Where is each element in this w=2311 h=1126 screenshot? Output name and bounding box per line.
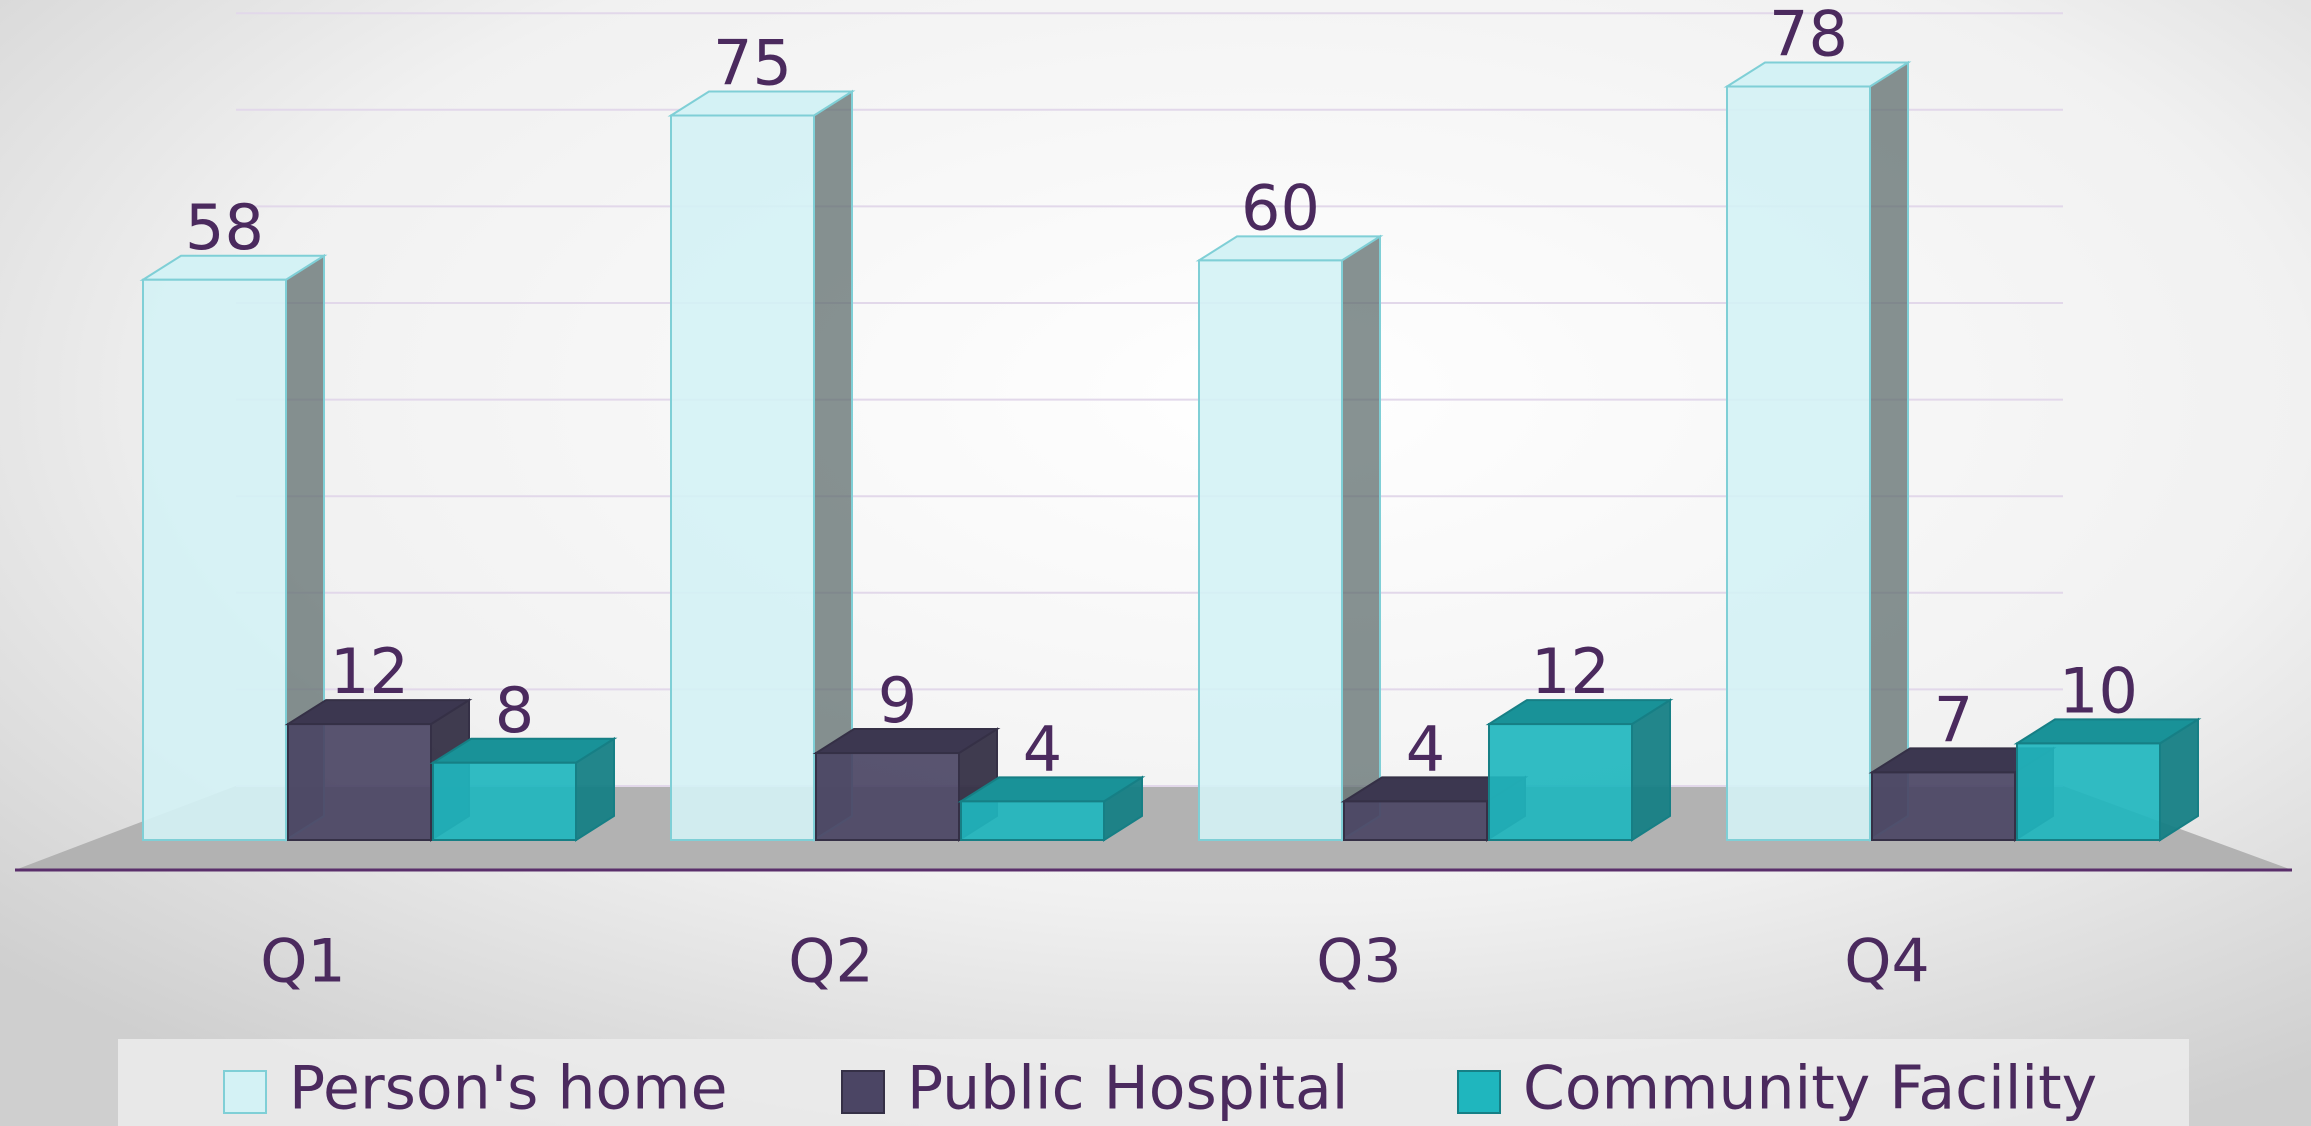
bar <box>957 775 1146 842</box>
bar <box>2013 717 2202 842</box>
bar-side <box>813 89 853 842</box>
data-label: 78 <box>1769 0 1848 71</box>
legend-swatch <box>841 1070 885 1114</box>
data-label: 60 <box>1241 171 1320 244</box>
legend-swatch <box>1457 1070 1501 1114</box>
bar-front <box>1726 85 1871 841</box>
data-label: 10 <box>2059 654 2138 727</box>
data-label: 12 <box>330 635 409 708</box>
x-tick-label: Q3 <box>1316 927 1401 997</box>
bar-side <box>1341 234 1381 842</box>
data-label: 9 <box>878 664 917 737</box>
bar-front <box>1488 723 1633 842</box>
data-label: 4 <box>1023 712 1062 785</box>
bar <box>139 253 328 842</box>
legend-swatch <box>223 1070 267 1114</box>
data-label: 58 <box>185 191 264 264</box>
data-label: 7 <box>1934 683 1973 756</box>
data-label: 8 <box>495 674 534 747</box>
data-label: 4 <box>1406 712 1445 785</box>
bar-front <box>960 800 1105 841</box>
bar <box>812 727 1001 842</box>
bar-front <box>142 278 287 842</box>
bar-front <box>432 761 577 841</box>
bar-front <box>1343 800 1488 841</box>
x-tick-label: Q2 <box>788 927 873 997</box>
bar <box>1723 60 1912 842</box>
bar-front <box>670 114 815 841</box>
bar-front <box>1871 771 2016 842</box>
bar-front <box>2016 742 2161 842</box>
data-label: 75 <box>713 27 792 100</box>
legend-label: Community Facility <box>1523 1054 2097 1124</box>
bar <box>429 736 618 842</box>
x-tick-label: Q1 <box>260 927 345 997</box>
data-label: 12 <box>1531 635 1610 708</box>
bar <box>1195 234 1384 842</box>
bar-front <box>1198 259 1343 841</box>
x-tick-label: Q4 <box>1844 927 1929 997</box>
bar <box>667 89 856 842</box>
bar-front <box>287 723 432 842</box>
legend-box <box>118 1039 2189 1126</box>
bar-side <box>1869 60 1909 842</box>
legend-label: Public Hospital <box>907 1054 1348 1124</box>
bar-front <box>815 752 960 841</box>
bar <box>1485 698 1674 842</box>
legend-label: Person's home <box>289 1054 728 1124</box>
